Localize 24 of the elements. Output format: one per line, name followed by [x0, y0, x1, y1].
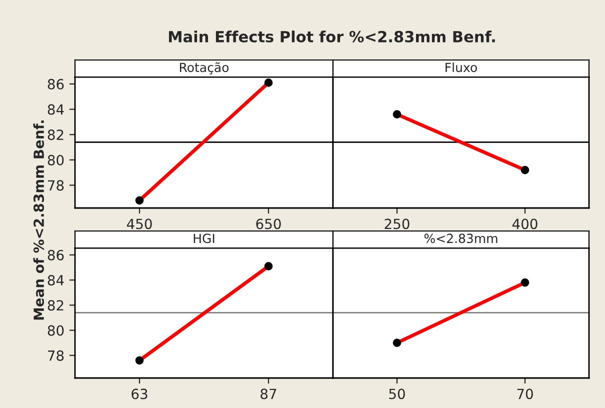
- y-tick-label: 86: [48, 78, 64, 90]
- y-tick-label: 80: [48, 154, 64, 166]
- y-tick-label: 80: [48, 325, 64, 336]
- y-axis-title: Mean of %<2.83mm Benf.: [33, 120, 44, 320]
- text: Main Effects Plot for %<2.83mm Benf.: [169, 30, 495, 42]
- x-tick-label: 650: [256, 218, 281, 230]
- x-tick-label: 63: [132, 388, 148, 400]
- x-tick-label: 400: [512, 218, 538, 230]
- x-tick-label: 450: [126, 218, 152, 230]
- chart-title: %<2.83mm: [424, 234, 498, 244]
- x-tick-label: 50: [389, 388, 405, 400]
- y-tick-label: 86: [48, 250, 64, 260]
- x-tick-label: 87: [260, 388, 276, 400]
- y-tick-label: 78: [48, 350, 64, 361]
- chart-title: HGI: [194, 234, 214, 244]
- y-tick-label: 84: [48, 104, 64, 115]
- x-tick-label: 70: [517, 388, 533, 400]
- y-tick-label: 84: [48, 274, 64, 286]
- y-tick-label: 82: [48, 130, 64, 140]
- y-tick-label: 82: [48, 300, 64, 311]
- y-tick-label: 78: [48, 180, 64, 191]
- chart-title: Fluxo: [446, 62, 477, 72]
- chart-title: Rotação: [180, 62, 229, 74]
- x-tick-label: 250: [384, 218, 410, 230]
